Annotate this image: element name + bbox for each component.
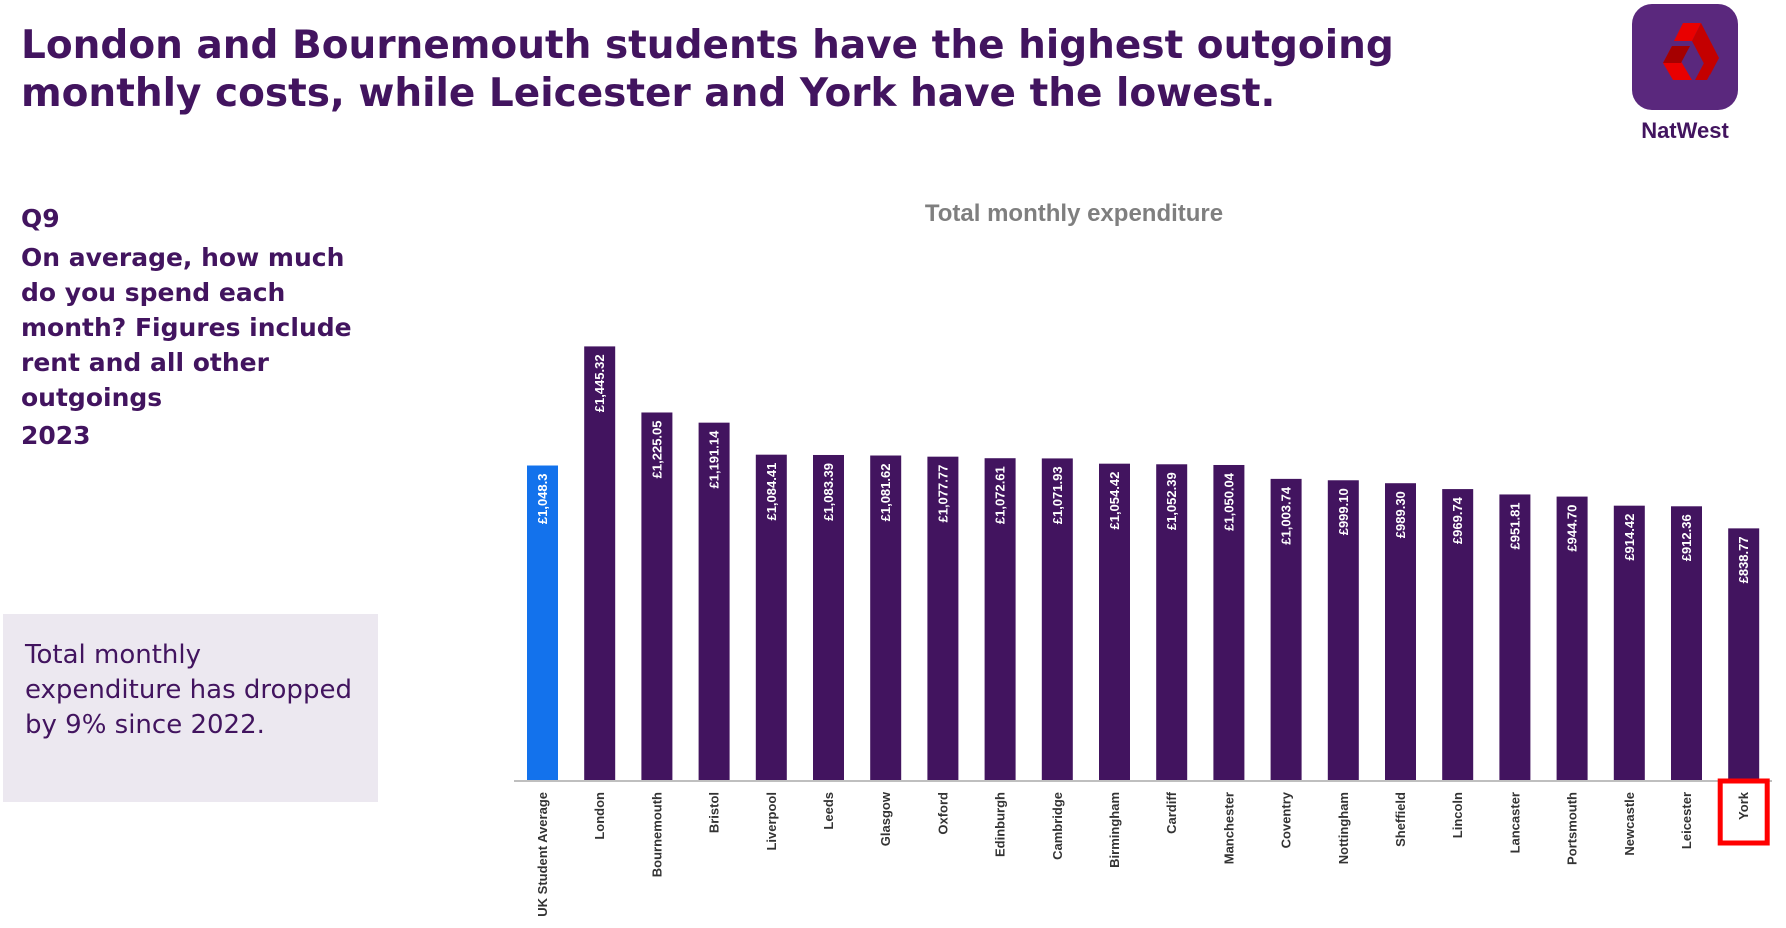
bar-leeds [813, 454, 844, 780]
data-label: £1,445.32 [592, 354, 607, 412]
bar-oxford [927, 456, 959, 780]
chart-title: Total monthly expenditure [924, 200, 1224, 227]
data-label: £1,050.04 [1221, 472, 1236, 531]
data-label: £1,083.39 [821, 463, 836, 521]
x-tick-label: Sheffield [1393, 792, 1408, 847]
question-text: On average, how much do you spend each m… [21, 243, 352, 412]
x-tick-label: Birmingham [1107, 792, 1122, 868]
bar-bournemouth [641, 412, 673, 780]
bar-lancaster [1499, 494, 1531, 780]
x-tick-label: Cambridge [1050, 792, 1065, 860]
bar-cardiff [1156, 464, 1188, 780]
x-tick-label: Coventry [1279, 791, 1294, 848]
x-tick-label: Lancaster [1507, 792, 1522, 853]
data-label: £1,225.05 [649, 420, 664, 478]
data-label: £1,081.62 [878, 464, 893, 522]
insight-callout: Total monthly expenditure has dropped by… [3, 614, 378, 802]
bar-sheffield [1385, 483, 1416, 780]
data-label: £838.77 [1736, 536, 1751, 583]
x-tick-label: Cardiff [1164, 791, 1179, 834]
x-tick-label: Newcastle [1622, 792, 1637, 856]
data-label: £1,048.3 [535, 474, 550, 525]
data-label: £912.36 [1679, 514, 1694, 561]
x-tick-label: UK Student Average [535, 792, 550, 917]
bar-leicester [1671, 506, 1702, 780]
x-tick-label: Edinburgh [993, 792, 1008, 857]
data-label: £1,084.41 [764, 463, 779, 521]
bar-newcastle [1613, 505, 1645, 780]
headline: London and Bournemouth students have the… [21, 23, 1394, 116]
bar-edinburgh [984, 458, 1016, 780]
bar-liverpool [755, 454, 787, 780]
x-tick-label: London [592, 792, 607, 840]
bar-york [1728, 528, 1760, 780]
natwest-logo-icon [1632, 4, 1738, 110]
bar-manchester [1213, 464, 1245, 780]
data-label: £1,191.14 [707, 430, 722, 489]
question-panel: Q9 On average, how much do you spend eac… [21, 202, 381, 453]
x-tick-label: Liverpool [764, 792, 779, 851]
bar-glasgow [870, 455, 902, 780]
callout-text: Total monthly expenditure has dropped by… [25, 640, 352, 740]
data-label: £969.74 [1450, 496, 1465, 544]
data-label: £1,071.93 [1050, 466, 1065, 524]
x-tick-label: York [1736, 791, 1751, 820]
york-highlight-box [1717, 778, 1770, 846]
x-tick-label: Bournemouth [649, 792, 664, 877]
x-tick-label: Manchester [1221, 792, 1236, 864]
x-tick-label: Nottingham [1336, 792, 1351, 864]
bar-nottingham [1327, 480, 1359, 780]
x-tick-label: Leeds [821, 792, 836, 830]
data-label: £914.42 [1622, 514, 1637, 561]
bar-cambridge [1041, 458, 1073, 780]
natwest-wordmark: NatWest [1641, 118, 1729, 143]
bar-coventry [1270, 478, 1302, 780]
question-year: 2023 [21, 421, 91, 450]
x-tick-label: Leicester [1679, 792, 1694, 849]
bar-london [584, 346, 616, 780]
bar-portsmouth [1556, 496, 1588, 780]
data-label: £951.81 [1507, 502, 1522, 549]
x-tick-label: Portsmouth [1565, 792, 1580, 865]
data-label: £944.70 [1565, 505, 1580, 552]
natwest-logo: NatWest [1624, 4, 1744, 154]
question-number: Q9 [21, 204, 60, 233]
data-label: £1,077.77 [935, 465, 950, 523]
x-tick-label: Lincoln [1450, 792, 1465, 838]
data-label: £989.30 [1393, 491, 1408, 538]
bar-birmingham [1099, 463, 1130, 780]
data-label: £1,052.39 [1164, 472, 1179, 530]
x-tick-label: Glasgow [878, 791, 893, 846]
data-label: £1,054.42 [1107, 472, 1122, 530]
bar-lincoln [1442, 489, 1474, 780]
bar-uk-student-average [527, 465, 558, 780]
bar-bristol [698, 422, 730, 780]
data-label: £1,003.74 [1279, 486, 1294, 545]
x-tick-label: Bristol [707, 792, 722, 833]
data-label: £1,072.61 [993, 466, 1008, 524]
x-tick-label: Oxford [935, 792, 950, 835]
data-label: £999.10 [1336, 488, 1351, 535]
